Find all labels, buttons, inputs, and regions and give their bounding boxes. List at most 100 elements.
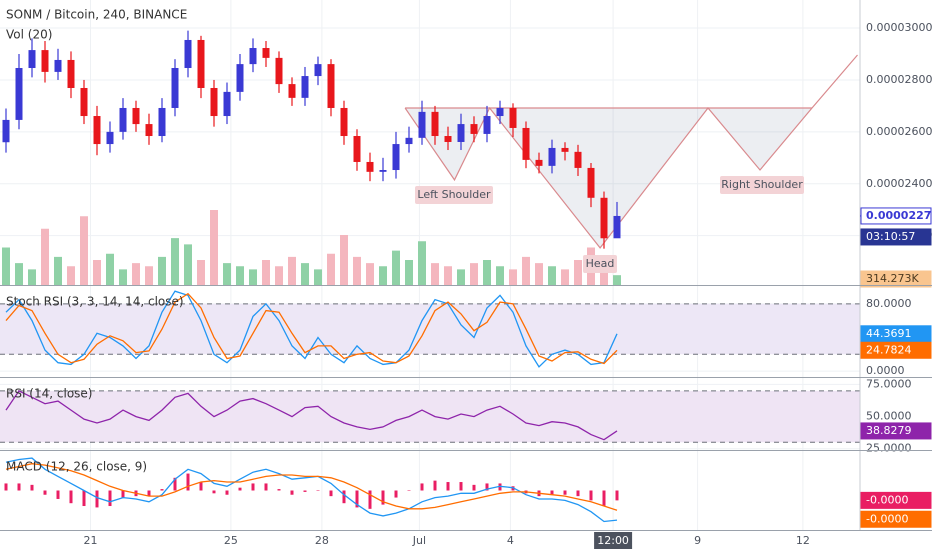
volume-bar xyxy=(327,253,335,285)
histogram-bar xyxy=(30,484,34,491)
candle-body xyxy=(249,48,257,65)
volume-bar xyxy=(457,269,465,285)
candle-body xyxy=(574,151,582,168)
volume-bar xyxy=(392,250,400,285)
y-tick-label: 0.0000 xyxy=(866,364,905,377)
candle-body xyxy=(171,68,179,108)
candle-body xyxy=(54,59,62,72)
candle-body xyxy=(470,124,478,134)
pattern-area xyxy=(405,108,812,248)
candle-body xyxy=(106,131,114,145)
x-tick-label: 4 xyxy=(507,534,514,547)
labels: SONM / Bitcoin, 240, BINANCE Vol (20) St… xyxy=(6,8,187,474)
y-tick-label: 0.00002400 xyxy=(866,177,932,190)
last-value-label-box xyxy=(860,510,932,528)
histogram-bar xyxy=(576,490,580,497)
volume-bar xyxy=(613,275,621,285)
chart-title: SONM / Bitcoin, 240, BINANCE xyxy=(6,8,187,22)
price-axis: 0.00003000 0.00002800 0.00002600 0.00002400… xyxy=(859,0,932,530)
candle-body xyxy=(41,50,49,72)
indicator-line xyxy=(5,463,618,511)
candle-body xyxy=(327,64,335,108)
volume-bar xyxy=(483,260,491,285)
x-tick-label: 21 xyxy=(84,534,98,547)
volume-bar xyxy=(223,263,231,285)
volume-bar xyxy=(418,241,426,285)
candle-body xyxy=(522,127,530,160)
annotation: Right Shoulder xyxy=(721,178,803,191)
candle-body xyxy=(613,215,621,239)
volume-bar xyxy=(561,269,569,285)
last-price-label: 0.00002276 xyxy=(866,209,932,222)
x-tick-label: 12 xyxy=(796,534,810,547)
volume-bar xyxy=(340,235,348,285)
histogram-bar xyxy=(472,484,476,491)
histogram-bar xyxy=(277,489,281,491)
volume-bar xyxy=(184,244,192,285)
volume-bar xyxy=(80,216,88,285)
volume-bar xyxy=(158,256,166,285)
volume-bar xyxy=(275,266,283,285)
histogram-bar xyxy=(342,490,346,504)
candle-body xyxy=(288,84,296,98)
histogram-bar xyxy=(56,490,60,499)
annotation-box xyxy=(415,186,493,204)
y-tick-label: 80.0000 xyxy=(866,297,912,310)
volume-bar xyxy=(444,266,452,285)
x-tick-label: 9 xyxy=(694,534,701,547)
volume-bar xyxy=(301,263,309,285)
histogram-bar xyxy=(147,490,151,497)
annotation-box xyxy=(583,255,617,273)
candle-body xyxy=(197,39,205,88)
volume-bar xyxy=(119,269,127,285)
histogram-bar xyxy=(355,490,359,508)
volume-bar xyxy=(522,256,530,285)
volume-bar xyxy=(67,266,75,285)
candle-body xyxy=(67,59,75,88)
histogram-bar xyxy=(316,490,320,491)
volume-bar xyxy=(288,256,296,285)
volume-bar xyxy=(431,263,439,285)
candle-body xyxy=(145,124,153,137)
candle-body xyxy=(2,119,10,143)
annotation-box xyxy=(720,176,804,194)
histogram-bar xyxy=(108,490,112,507)
candle-body xyxy=(93,116,101,145)
candle-body xyxy=(392,144,400,171)
candle-body xyxy=(275,57,283,85)
last-value-label: 24.7824 xyxy=(866,343,912,356)
volume-bar xyxy=(574,260,582,285)
volume-title: Vol (20) xyxy=(6,28,52,42)
volume-bar xyxy=(509,269,517,285)
volume-bar xyxy=(379,266,387,285)
histogram-bar xyxy=(498,483,502,491)
candle-body xyxy=(457,124,465,142)
last-value-label: -0.0000 xyxy=(866,512,908,525)
candle-body xyxy=(366,161,374,172)
candle-body xyxy=(353,136,361,162)
histogram-bar xyxy=(602,490,606,507)
band xyxy=(0,390,860,443)
volume-bar xyxy=(54,256,62,285)
x-tick-label: 28 xyxy=(315,534,329,547)
histogram-bar xyxy=(186,473,190,491)
countdown-label-box xyxy=(860,228,932,246)
histogram-bar xyxy=(368,490,372,509)
volume-bar xyxy=(548,266,556,285)
candle-body xyxy=(314,64,322,77)
candle-body xyxy=(15,68,23,120)
volume-bar xyxy=(353,256,361,285)
histogram-bar xyxy=(407,490,411,491)
candle-body xyxy=(431,111,439,137)
candle-body xyxy=(444,136,452,142)
histogram-bar xyxy=(589,490,593,501)
histogram-bar xyxy=(459,482,463,491)
candle-body xyxy=(210,87,218,117)
volume-bar xyxy=(2,247,10,285)
candle-body xyxy=(158,107,166,137)
volume-bar xyxy=(262,260,270,285)
histogram-bar xyxy=(446,482,450,491)
candle-body xyxy=(587,167,595,198)
volume-bar xyxy=(210,210,218,285)
candle-body xyxy=(132,107,140,125)
